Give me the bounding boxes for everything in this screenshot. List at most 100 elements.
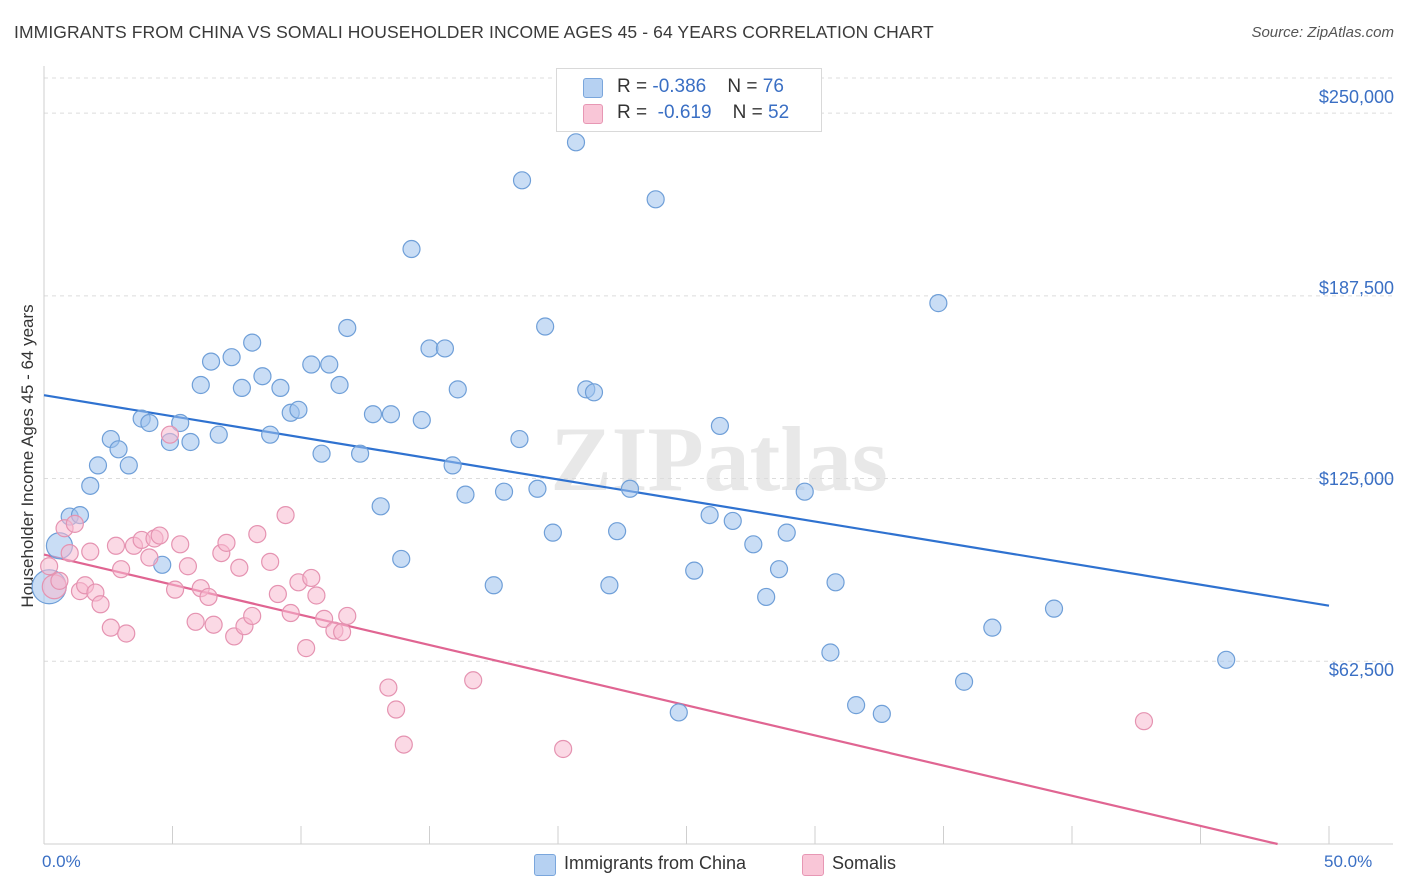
point-somalis-47 xyxy=(379,678,398,697)
point-somalis-41 xyxy=(302,568,321,588)
point-somalis-52 xyxy=(1134,712,1154,731)
point-somalis-40 xyxy=(297,639,316,658)
point-china-35 xyxy=(392,549,411,569)
legend-r-china: -0.386 xyxy=(652,76,707,97)
point-china-33 xyxy=(371,497,390,516)
legend-n-china: 76 xyxy=(762,76,784,97)
chart-source: Source: ZipAtlas.com xyxy=(1251,24,1394,41)
point-somalis-42 xyxy=(307,586,326,605)
point-china-73 xyxy=(983,618,1002,637)
point-china-45 xyxy=(510,429,529,449)
point-china-64 xyxy=(769,560,789,579)
legend-stats-somalis: R = -0.619 N = 52 xyxy=(617,102,790,123)
point-somalis-23 xyxy=(178,557,198,576)
point-china-66 xyxy=(795,482,814,501)
point-somalis-0 xyxy=(40,557,59,576)
point-china-67 xyxy=(821,643,840,662)
point-china-30 xyxy=(338,318,357,338)
point-china-46 xyxy=(512,171,532,190)
point-somalis-2 xyxy=(50,571,69,590)
point-somalis-14 xyxy=(117,624,136,643)
point-china-59 xyxy=(700,505,719,525)
bottom-legend-swatch-china xyxy=(534,854,556,876)
point-china-69 xyxy=(847,696,866,715)
x-tick-label-max: 50.0% xyxy=(1324,852,1373,871)
point-china-10 xyxy=(140,413,159,433)
point-china-50 xyxy=(566,133,586,152)
legend-swatch-somalis xyxy=(583,104,603,124)
point-china-42 xyxy=(456,485,475,504)
point-china-32 xyxy=(363,405,383,424)
point-china-4 xyxy=(81,476,100,495)
point-china-13 xyxy=(171,413,190,433)
point-china-19 xyxy=(232,378,251,398)
point-somalis-38 xyxy=(281,603,300,623)
point-china-49 xyxy=(543,523,562,542)
point-china-65 xyxy=(777,523,796,542)
point-somalis-22 xyxy=(171,535,190,554)
point-china-26 xyxy=(302,355,321,374)
point-somalis-34 xyxy=(248,524,267,544)
point-somalis-49 xyxy=(394,735,413,754)
point-china-29 xyxy=(330,375,349,395)
point-china-20 xyxy=(243,333,262,352)
point-china-43 xyxy=(484,576,503,595)
point-somalis-31 xyxy=(230,558,249,577)
chart-title: IMMIGRANTS FROM CHINA VS SOMALI HOUSEHOL… xyxy=(14,22,934,42)
y-tick-label-187500: $187,500 xyxy=(1318,278,1394,298)
point-china-31 xyxy=(351,444,370,463)
point-china-72 xyxy=(954,672,974,691)
point-somalis-43 xyxy=(315,609,334,628)
stats-legend: R = -0.386 N = 76 R = -0.619 N = 52 xyxy=(556,68,822,132)
point-china-44 xyxy=(494,482,514,501)
point-china-74 xyxy=(1044,599,1064,618)
point-china-34 xyxy=(381,405,401,424)
point-somalis-33 xyxy=(243,606,262,626)
point-china-75 xyxy=(1217,650,1236,669)
point-china-41 xyxy=(448,380,467,399)
point-somalis-50 xyxy=(464,671,483,690)
point-china-57 xyxy=(669,703,688,722)
point-china-22 xyxy=(261,425,280,444)
point-china-63 xyxy=(757,587,776,607)
point-somalis-45 xyxy=(333,622,352,642)
point-somalis-12 xyxy=(106,536,126,555)
point-somalis-36 xyxy=(268,584,287,604)
point-china-25 xyxy=(289,400,308,419)
point-china-55 xyxy=(620,479,640,498)
point-china-53 xyxy=(600,576,619,595)
point-china-17 xyxy=(209,425,228,444)
point-china-18 xyxy=(222,348,241,367)
point-china-61 xyxy=(723,511,742,531)
point-china-68 xyxy=(826,573,845,592)
x-tick-label-min: 0.0% xyxy=(42,852,81,871)
point-somalis-20 xyxy=(160,425,180,444)
point-china-7 xyxy=(109,440,128,459)
trend-line-somalis xyxy=(43,553,1278,846)
bottom-legend-label-china: Immigrants from China xyxy=(564,853,747,873)
legend-r-somalis: -0.619 xyxy=(657,102,712,123)
point-china-60 xyxy=(710,416,730,436)
point-somalis-51 xyxy=(554,739,573,759)
point-china-5 xyxy=(88,456,108,475)
y-tick-label-250000: $250,000 xyxy=(1318,87,1394,107)
point-somalis-35 xyxy=(261,552,280,571)
y-tick-label-62500: $62,500 xyxy=(1328,660,1394,680)
point-china-62 xyxy=(744,535,763,554)
point-china-15 xyxy=(191,375,210,395)
point-china-8 xyxy=(119,456,138,475)
point-china-39 xyxy=(435,339,455,358)
legend-n-somalis: 52 xyxy=(768,102,790,123)
point-somalis-11 xyxy=(101,618,120,637)
y-tick-label-125000: $125,000 xyxy=(1318,469,1394,489)
point-china-40 xyxy=(443,456,462,475)
point-china-28 xyxy=(320,355,339,374)
bottom-legend-label-somalis: Somalis xyxy=(832,853,897,873)
point-china-38 xyxy=(420,339,439,358)
point-somalis-8 xyxy=(81,542,100,561)
point-china-37 xyxy=(412,410,431,430)
point-china-23 xyxy=(271,378,290,398)
point-china-36 xyxy=(402,239,421,259)
trend-line-china xyxy=(43,394,1330,607)
bottom-legend-swatch-somalis xyxy=(802,854,824,876)
